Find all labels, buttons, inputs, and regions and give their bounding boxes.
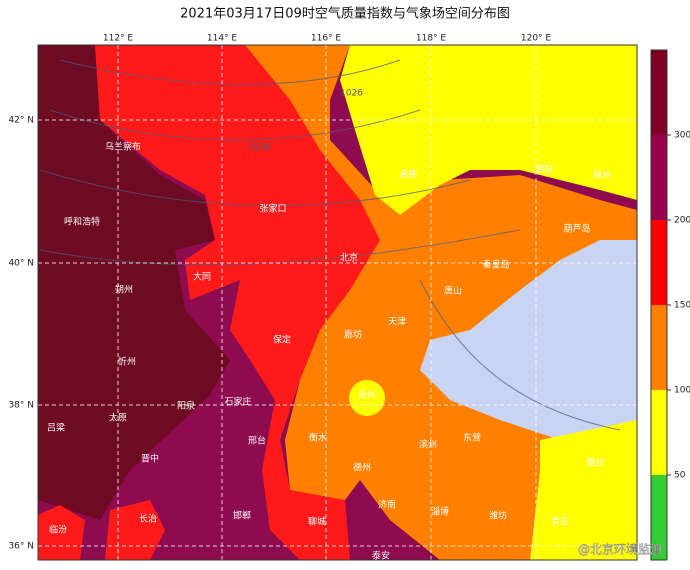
colorbar-segment bbox=[651, 390, 667, 475]
colorbar-segment bbox=[651, 220, 667, 305]
lat-label: 36° N bbox=[8, 542, 34, 552]
city-label: 滨州 bbox=[419, 439, 437, 451]
city-label: 淄博 bbox=[431, 506, 449, 518]
city-label: 烟台 bbox=[586, 457, 604, 469]
lon-label: 112° E bbox=[103, 34, 134, 44]
city-label: 太原 bbox=[109, 412, 127, 424]
city-label: 锦州 bbox=[593, 170, 611, 182]
city-label: 聊城 bbox=[308, 516, 326, 528]
colorbar-tick-label: 300 bbox=[674, 131, 690, 141]
colorbar-segment bbox=[651, 50, 667, 135]
colorbar-tick-label: 150 bbox=[674, 301, 690, 311]
red-zone bbox=[95, 45, 380, 560]
map-frame bbox=[37, 44, 638, 561]
city-label: 葫芦岛 bbox=[563, 223, 590, 235]
city-label: 吕梁 bbox=[47, 422, 65, 434]
colorbar-tick-label: 50 bbox=[674, 471, 686, 481]
city-label: 青岛 bbox=[551, 516, 569, 528]
lon-label: 120° E bbox=[521, 34, 552, 44]
isobar-label: 1026 bbox=[248, 143, 271, 153]
city-label: 济南 bbox=[378, 499, 396, 511]
sea bbox=[420, 240, 637, 440]
axis-labels: 112° E 114° E 116° E 118° E 120° E 42° N 40° N… bbox=[8, 34, 551, 552]
lat-label: 42° N bbox=[8, 116, 34, 126]
isobar-label: 1026 bbox=[340, 89, 363, 99]
colorbar-tick-label: 100 bbox=[674, 386, 690, 396]
city-label: 廊坊 bbox=[344, 329, 362, 341]
city-label: 秦皇岛 bbox=[482, 259, 509, 271]
colorbar-segment bbox=[651, 475, 667, 560]
city-label: 临汾 bbox=[49, 524, 67, 536]
city-label: 邢台 bbox=[248, 435, 266, 447]
city-label: 大同 bbox=[193, 271, 211, 283]
lon-label: 116° E bbox=[311, 34, 342, 44]
city-label: 泰安 bbox=[372, 550, 390, 562]
colorbar-segment bbox=[651, 135, 667, 220]
city-label: 朝阳 bbox=[535, 165, 553, 176]
city-label: 北京 bbox=[340, 252, 358, 264]
city-label: 德州 bbox=[353, 462, 371, 474]
city-label: 石家庄 bbox=[224, 396, 251, 408]
city-label: 长治 bbox=[139, 513, 157, 525]
watermark: @北京环境监测 bbox=[578, 542, 662, 557]
city-label: 乌兰察布 bbox=[105, 141, 141, 153]
city-label: 忻州 bbox=[118, 356, 136, 368]
red-zone bbox=[105, 500, 165, 560]
maroon-zone bbox=[38, 45, 230, 520]
city-label: 潍坊 bbox=[489, 510, 507, 522]
city-label: 东营 bbox=[463, 432, 481, 444]
city-label: 邯郸 bbox=[233, 510, 251, 522]
yellow-zone bbox=[349, 380, 385, 416]
city-label: 唐山 bbox=[444, 285, 462, 297]
city-label: 呼和浩特 bbox=[64, 216, 100, 228]
lon-label: 118° E bbox=[416, 34, 447, 44]
graticule bbox=[38, 45, 637, 560]
lat-label: 38° N bbox=[8, 401, 34, 411]
city-label: 张家口 bbox=[259, 203, 286, 215]
yellow-zone bbox=[530, 420, 637, 560]
city-label: 保定 bbox=[273, 334, 291, 346]
isobars bbox=[39, 59, 621, 431]
colorbar-tick-label: 200 bbox=[674, 216, 690, 226]
city-label: 朔州 bbox=[115, 284, 133, 296]
lon-label: 114° E bbox=[207, 34, 238, 44]
city-label: 承德 bbox=[399, 169, 417, 181]
city-label: 晋中 bbox=[141, 453, 159, 465]
yellow-zone bbox=[340, 45, 637, 215]
lat-label: 40° N bbox=[8, 259, 34, 269]
map-title: 2021年03月17日09时空气质量指数与气象场空间分布图 bbox=[180, 6, 510, 22]
city-label: 沧州 bbox=[358, 389, 376, 401]
city-label: 阳泉 bbox=[177, 400, 195, 412]
city-label: 衡水 bbox=[309, 432, 327, 444]
city-label: 天津 bbox=[388, 317, 406, 328]
colorbar-segment bbox=[651, 305, 667, 390]
colorbar: 50 100 150 200 300 bbox=[650, 49, 690, 561]
